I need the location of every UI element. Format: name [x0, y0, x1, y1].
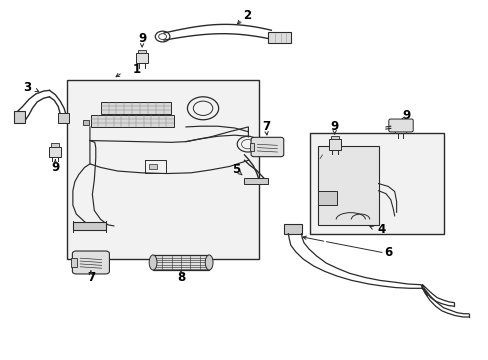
- Text: 7: 7: [262, 121, 270, 134]
- Bar: [284, 224, 301, 234]
- Bar: [82, 121, 89, 125]
- Text: 1: 1: [133, 63, 141, 76]
- Bar: [66, 80, 259, 259]
- Bar: [49, 147, 61, 157]
- Bar: [310, 134, 444, 234]
- Text: 3: 3: [23, 81, 32, 94]
- Ellipse shape: [149, 255, 157, 270]
- Bar: [396, 120, 404, 123]
- Bar: [73, 222, 106, 230]
- Text: 2: 2: [243, 9, 250, 22]
- Bar: [267, 32, 291, 43]
- Bar: [58, 113, 69, 123]
- Text: 8: 8: [177, 271, 185, 284]
- Bar: [71, 258, 77, 267]
- Text: 5: 5: [232, 163, 240, 176]
- Bar: [136, 53, 148, 63]
- Text: 6: 6: [384, 246, 392, 259]
- Bar: [101, 102, 171, 114]
- Bar: [149, 164, 157, 169]
- Bar: [317, 191, 336, 205]
- Bar: [317, 146, 378, 225]
- Bar: [153, 255, 209, 270]
- FancyBboxPatch shape: [250, 137, 283, 157]
- FancyBboxPatch shape: [388, 119, 412, 132]
- Bar: [51, 143, 59, 147]
- Text: 9: 9: [402, 109, 409, 122]
- Text: 4: 4: [377, 223, 386, 236]
- Text: 9: 9: [138, 32, 146, 45]
- Text: 9: 9: [330, 121, 338, 134]
- Text: 9: 9: [51, 161, 60, 174]
- Ellipse shape: [205, 255, 213, 270]
- Bar: [91, 115, 173, 127]
- Bar: [14, 111, 25, 123]
- Bar: [138, 50, 146, 53]
- Bar: [330, 136, 338, 139]
- Bar: [244, 178, 267, 184]
- Bar: [249, 143, 254, 150]
- Bar: [328, 139, 340, 149]
- Bar: [394, 123, 406, 134]
- FancyBboxPatch shape: [72, 251, 109, 274]
- Text: 7: 7: [87, 271, 95, 284]
